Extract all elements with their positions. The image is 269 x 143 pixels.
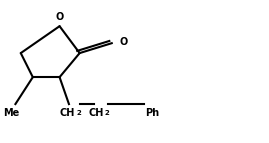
Text: Ph: Ph xyxy=(145,108,159,118)
Text: CH: CH xyxy=(88,108,103,118)
Text: 2: 2 xyxy=(105,110,109,116)
Text: CH: CH xyxy=(60,108,75,118)
Text: O: O xyxy=(55,12,64,22)
Text: Me: Me xyxy=(3,108,20,118)
Text: O: O xyxy=(120,37,128,47)
Text: 2: 2 xyxy=(76,110,81,116)
